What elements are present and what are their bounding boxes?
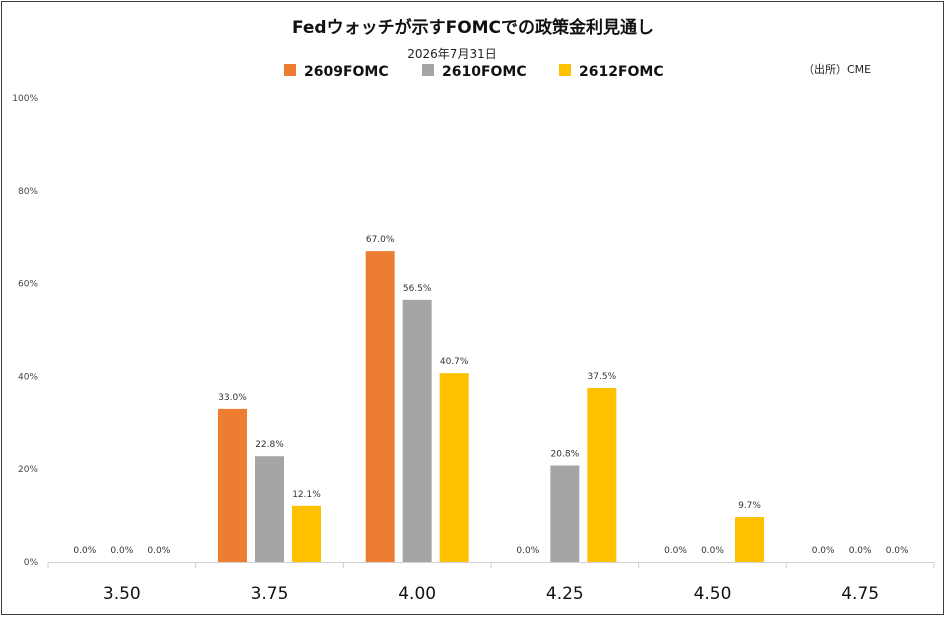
bars [218, 251, 764, 562]
y-tick-label: 20% [18, 465, 38, 475]
data-label: 22.8% [255, 440, 284, 450]
legend-label-2610FOMC: 2610FOMC [442, 64, 527, 80]
data-label: 0.0% [812, 546, 835, 556]
data-label: 0.0% [110, 546, 133, 556]
data-label: 0.0% [664, 546, 687, 556]
y-tick-label: 40% [18, 372, 38, 382]
x-axis: 3.50 3.75 4.00 4.25 4.50 4.75 [47, 562, 935, 604]
x-tick-label: 4.25 [546, 584, 584, 604]
y-tick-label: 100% [12, 94, 38, 104]
data-label: 0.0% [147, 546, 170, 556]
data-label: 37.5% [588, 372, 617, 382]
bar-2609FOMC-4.00 [365, 251, 395, 562]
y-axis: 0% 20% 40% 60% 80% 100% [12, 94, 38, 568]
x-tick-label: 3.50 [103, 584, 141, 604]
bar-2609FOMC-3.75 [218, 408, 247, 562]
chart-subtitle: 2026年7月31日 [407, 47, 496, 61]
x-tick-label: 3.75 [251, 584, 289, 604]
data-label: 20.8% [551, 449, 580, 459]
source-note: （出所）CME [803, 62, 871, 76]
data-label: 33.0% [218, 393, 247, 403]
data-label: 0.0% [886, 546, 909, 556]
bar-2612FOMC-4.25 [587, 388, 617, 562]
bar-2612FOMC-4.50 [735, 516, 764, 562]
data-label: 12.1% [292, 490, 321, 500]
bar-2612FOMC-3.75 [292, 505, 321, 562]
y-tick-label: 60% [18, 280, 38, 290]
data-label: 56.5% [403, 284, 432, 294]
y-tick-label: 0% [24, 558, 39, 568]
bar-2610FOMC-4.00 [402, 299, 432, 562]
legend: 2609FOMC 2610FOMC 2612FOMC [284, 64, 664, 80]
x-tick-label: 4.50 [694, 584, 732, 604]
legend-swatch-2609FOMC [284, 64, 296, 76]
bar-2612FOMC-4.00 [439, 373, 469, 562]
data-label: 0.0% [701, 546, 724, 556]
bar-2610FOMC-3.75 [255, 456, 284, 562]
legend-swatch-2610FOMC [422, 64, 434, 76]
data-label: 67.0% [366, 235, 395, 245]
bar-2610FOMC-4.25 [550, 465, 580, 562]
legend-label-2612FOMC: 2612FOMC [579, 64, 664, 80]
data-label: 40.7% [440, 357, 469, 367]
y-tick-label: 80% [18, 187, 38, 197]
data-label: 0.0% [73, 546, 96, 556]
data-label: 0.0% [516, 546, 539, 556]
legend-label-2609FOMC: 2609FOMC [304, 64, 389, 80]
data-label: 9.7% [738, 501, 761, 511]
x-tick-label: 4.75 [841, 584, 879, 604]
chart-title: Fedウォッチが示すFOMCでの政策金利見通し [292, 17, 654, 38]
legend-swatch-2612FOMC [559, 64, 571, 76]
data-label: 0.0% [849, 546, 872, 556]
data-labels: 0.0% 33.0% 67.0% 0.0% 0.0% 0.0% 22.8% 56.5% 20.8… [73, 235, 909, 556]
x-tick-label: 4.00 [398, 584, 436, 604]
